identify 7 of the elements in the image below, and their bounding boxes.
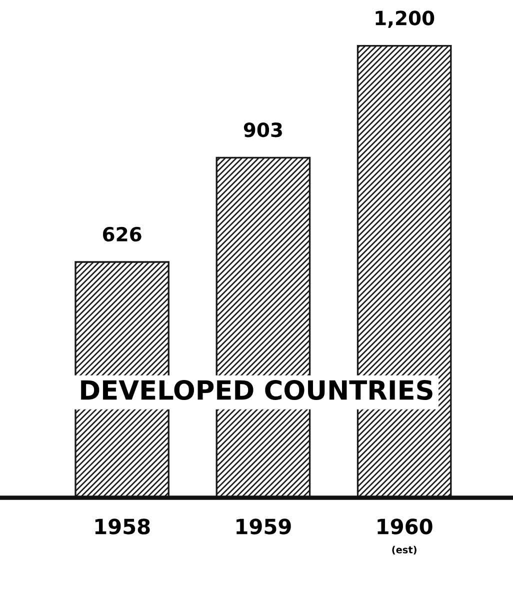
x-tick-label: 1959: [236, 518, 291, 534]
data-label: 903: [244, 122, 282, 138]
data-label: 626: [102, 226, 142, 242]
x-tick-label: 1958: [95, 518, 150, 534]
x-tick-label: 1960 (est): [378, 518, 432, 555]
annotation: DEVELOPED COUNTRIES: [81, 380, 432, 400]
data-label: 1,200: [376, 10, 434, 28]
